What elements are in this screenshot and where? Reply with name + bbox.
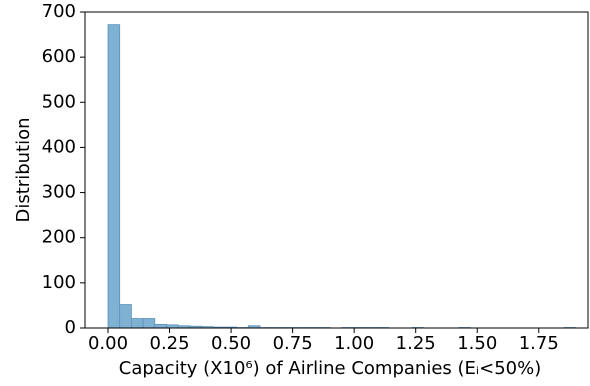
x-tick-label: 0.50 <box>211 333 251 354</box>
bar <box>119 304 132 329</box>
x-tick-label: 1.75 <box>519 333 559 354</box>
y-tick-label: 400 <box>42 136 76 157</box>
x-axis-label: Capacity (X10⁶) of Airline Companies (Eᵢ… <box>119 358 541 379</box>
y-tick-label: 200 <box>42 227 76 248</box>
y-tick-label: 500 <box>42 91 76 112</box>
x-tick-label: 1.00 <box>334 333 374 354</box>
plot-frame <box>84 11 589 329</box>
bar <box>130 318 144 329</box>
y-tick-label: 600 <box>42 46 76 67</box>
y-tick-label: 700 <box>42 1 76 22</box>
x-tick-label: 0.75 <box>273 333 313 354</box>
bar <box>107 24 121 329</box>
bar <box>154 323 167 329</box>
x-tick-label: 0.00 <box>88 333 128 354</box>
bar <box>142 318 156 329</box>
y-axis-label: Distribution <box>13 117 34 222</box>
x-tick-label: 0.25 <box>150 333 190 354</box>
y-tick-label: 100 <box>42 272 76 293</box>
x-tick-label: 1.25 <box>396 333 436 354</box>
x-tick-label: 1.50 <box>457 333 497 354</box>
y-tick-label: 0 <box>65 317 76 338</box>
y-tick-label: 300 <box>42 182 76 203</box>
